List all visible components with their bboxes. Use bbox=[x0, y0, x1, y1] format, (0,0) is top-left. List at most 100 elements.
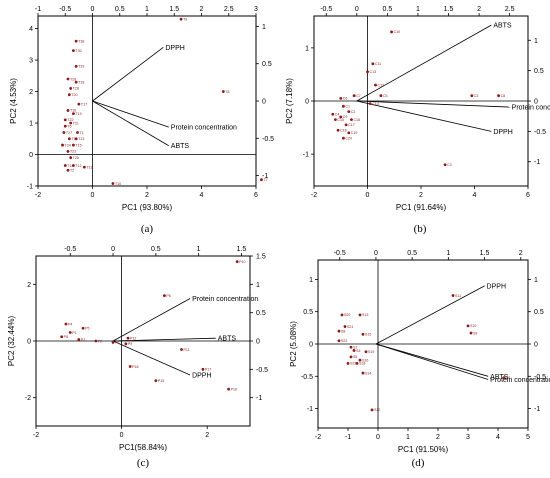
x2-tick-label: -0.5 bbox=[64, 246, 76, 253]
y-axis-title: PC2 (5.08%) bbox=[289, 321, 298, 367]
sample-point bbox=[74, 39, 78, 43]
y2-tick-label: -0.5 bbox=[262, 136, 274, 143]
sample-point bbox=[352, 349, 356, 352]
sample-point bbox=[340, 313, 344, 317]
sample-point bbox=[124, 342, 128, 346]
y2-tick-label: -0.5 bbox=[256, 367, 268, 374]
sample-point-label: T18 bbox=[78, 80, 84, 84]
sample-point-label: S23 bbox=[350, 362, 356, 366]
sample-point bbox=[94, 339, 98, 343]
sample-point bbox=[352, 94, 356, 98]
sample-point bbox=[74, 64, 78, 68]
x-tick-label: 2 bbox=[205, 432, 209, 439]
sample-point-label: S22 bbox=[341, 339, 347, 343]
sample-point-label: P15 bbox=[158, 379, 164, 383]
sample-point-label: C10 bbox=[394, 30, 401, 34]
x2-tick-label: 0 bbox=[355, 6, 359, 13]
sample-point-label: T9 bbox=[183, 17, 187, 21]
sample-point bbox=[470, 94, 474, 98]
x2-tick-label: 2.5 bbox=[505, 6, 515, 13]
sample-point bbox=[69, 156, 73, 160]
sample-point bbox=[355, 361, 359, 365]
sample-point bbox=[72, 49, 75, 53]
sample-point-label: P6 bbox=[166, 294, 170, 298]
sample-point bbox=[154, 379, 158, 383]
sample-point bbox=[366, 70, 369, 74]
sample-point-label: C13 bbox=[370, 70, 377, 74]
x2-tick-label: 0 bbox=[111, 246, 115, 253]
y2-tick-label: 0.5 bbox=[262, 61, 272, 68]
panel-label: (d) bbox=[412, 457, 425, 469]
loading-vector-line bbox=[375, 285, 485, 345]
pca-biplot-panel-3: -2 0 2 -2 0 2 -0.5 0 0.5 1 1.5 -1 -0.5 0 0.5 1 1.5 PC1(58… bbox=[7, 246, 268, 469]
x2-tick-label: 0.5 bbox=[407, 250, 417, 257]
plot-frame bbox=[37, 15, 257, 187]
loading-vector-line bbox=[92, 100, 169, 128]
sample-point-label: C16 bbox=[353, 118, 360, 122]
x2-tick-label: 3 bbox=[254, 6, 258, 13]
x2-tick-label: 0.5 bbox=[151, 246, 161, 253]
sample-point bbox=[72, 143, 75, 147]
x2-tick-label: 0 bbox=[374, 250, 378, 257]
sample-point bbox=[81, 326, 85, 330]
y-tick-label: 3 bbox=[29, 58, 33, 65]
sample-point-label: T19 bbox=[75, 112, 81, 116]
sample-point bbox=[502, 376, 506, 379]
pca-biplot-panel-4: -2 -1 0 1 2 3 4 5 -1 -0.5 0 0.5 1 -0.5 0 0.5 1 1.5 2 -1 -0.5… bbox=[289, 250, 550, 469]
x-tick-label: -2 bbox=[35, 192, 41, 199]
x2-tick-label: 2.5 bbox=[224, 6, 234, 13]
loading-vector-label: ABTS bbox=[490, 374, 509, 381]
x2-tick-label: 1.5 bbox=[169, 6, 179, 13]
sample-point bbox=[235, 260, 239, 264]
sample-point-label: T29 bbox=[78, 65, 84, 69]
y2-tick-label: -1 bbox=[534, 159, 540, 166]
x-tick-label: -2 bbox=[315, 434, 321, 441]
sample-point-label: C8 bbox=[501, 94, 506, 98]
x-tick-label: -2 bbox=[33, 432, 39, 439]
sample-point bbox=[67, 93, 71, 97]
sample-point bbox=[337, 329, 341, 333]
sample-point bbox=[451, 294, 455, 297]
loading-vector-line bbox=[356, 24, 492, 102]
sample-point bbox=[368, 102, 372, 106]
y-tick-label: 2 bbox=[29, 89, 33, 96]
sample-point bbox=[201, 367, 205, 371]
sample-point-label: C4 bbox=[335, 113, 340, 117]
sample-point-label: T20 bbox=[71, 93, 77, 97]
x-tick-label: 6 bbox=[254, 192, 258, 199]
x-tick-label: 5 bbox=[526, 434, 530, 441]
sample-point bbox=[60, 335, 64, 339]
sample-point bbox=[390, 30, 393, 34]
sample-point-label: C3 bbox=[474, 94, 479, 98]
sample-point-label: T28 bbox=[73, 87, 79, 91]
sample-point bbox=[361, 371, 365, 375]
sample-point-label: S9 bbox=[473, 331, 477, 335]
sample-point-label: T13 bbox=[78, 137, 84, 141]
x2-tick-label: 0.5 bbox=[383, 6, 393, 13]
sample-point bbox=[343, 325, 347, 328]
sample-point bbox=[379, 94, 383, 98]
x-tick-label: 0 bbox=[376, 434, 380, 441]
sample-point-label: C20 bbox=[345, 136, 352, 140]
x-tick-label: 0 bbox=[366, 192, 370, 199]
sample-point bbox=[66, 109, 70, 112]
x2-tick-label: 2 bbox=[200, 6, 204, 13]
y-tick-label: -2 bbox=[25, 395, 31, 402]
sample-point-label: T38 bbox=[78, 39, 84, 43]
x2-tick-label: 1.5 bbox=[480, 250, 490, 257]
sample-point bbox=[68, 331, 72, 334]
sample-point bbox=[364, 350, 368, 354]
sample-point bbox=[347, 131, 351, 135]
x-tick-label: 6 bbox=[526, 192, 530, 199]
sample-point bbox=[111, 341, 115, 344]
x2-tick-label: -1 bbox=[35, 6, 41, 13]
sample-point bbox=[66, 168, 70, 172]
sample-point bbox=[346, 361, 350, 365]
sample-point-label: C18 bbox=[340, 129, 347, 133]
sample-point-label: C7 bbox=[356, 94, 361, 98]
sample-point bbox=[334, 118, 337, 121]
sample-point bbox=[349, 355, 353, 359]
sample-point-label: C3 bbox=[447, 163, 452, 167]
sample-point bbox=[69, 121, 73, 125]
